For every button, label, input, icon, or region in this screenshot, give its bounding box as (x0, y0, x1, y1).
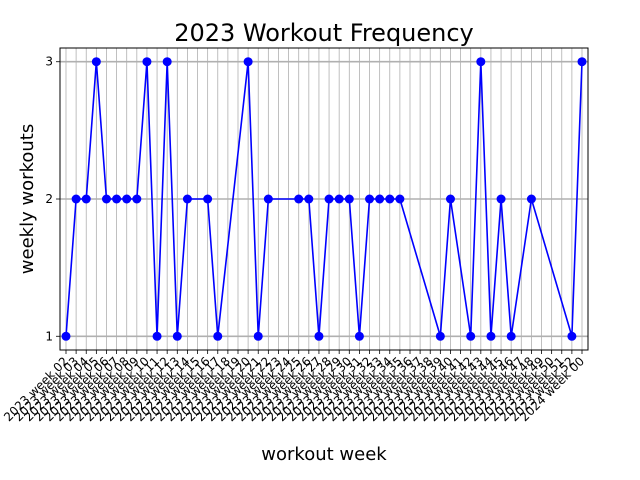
y-axis-label: weekly workouts (17, 124, 38, 274)
data-point (304, 194, 314, 204)
data-point (91, 57, 101, 67)
data-point (526, 194, 536, 204)
data-point (466, 331, 476, 341)
data-point (344, 194, 354, 204)
data-point (142, 57, 152, 67)
data-point (577, 57, 587, 67)
data-point (182, 194, 192, 204)
data-point (213, 331, 223, 341)
data-point (253, 331, 263, 341)
data-point (203, 194, 213, 204)
data-point (314, 331, 324, 341)
data-point (243, 57, 253, 67)
data-point (385, 194, 395, 204)
data-point (365, 194, 375, 204)
data-point (375, 194, 385, 204)
y-axis-ticks: 1 2 3 (45, 55, 60, 343)
data-point (324, 194, 334, 204)
data-point (496, 194, 506, 204)
data-point (101, 194, 111, 204)
y-tick-label: 1 (45, 329, 53, 343)
data-point (71, 194, 81, 204)
data-point (61, 331, 71, 341)
data-point (162, 57, 172, 67)
y-tick-label: 2 (45, 192, 53, 206)
data-point (445, 194, 455, 204)
data-point (567, 331, 577, 341)
data-point (172, 331, 182, 341)
data-point (476, 57, 486, 67)
data-point (152, 331, 162, 341)
data-point (81, 194, 91, 204)
data-point (263, 194, 273, 204)
y-tick-label: 3 (45, 55, 53, 69)
series-markers (61, 57, 587, 341)
data-point (486, 331, 496, 341)
data-point (354, 331, 364, 341)
data-point (506, 331, 516, 341)
data-point (435, 331, 445, 341)
data-point (132, 194, 142, 204)
data-point (294, 194, 304, 204)
data-point (334, 194, 344, 204)
data-point (112, 194, 122, 204)
x-axis-label: workout week (261, 444, 387, 465)
data-point (122, 194, 132, 204)
data-point (395, 194, 405, 204)
chart-title: 2023 Workout Frequency (174, 19, 474, 47)
